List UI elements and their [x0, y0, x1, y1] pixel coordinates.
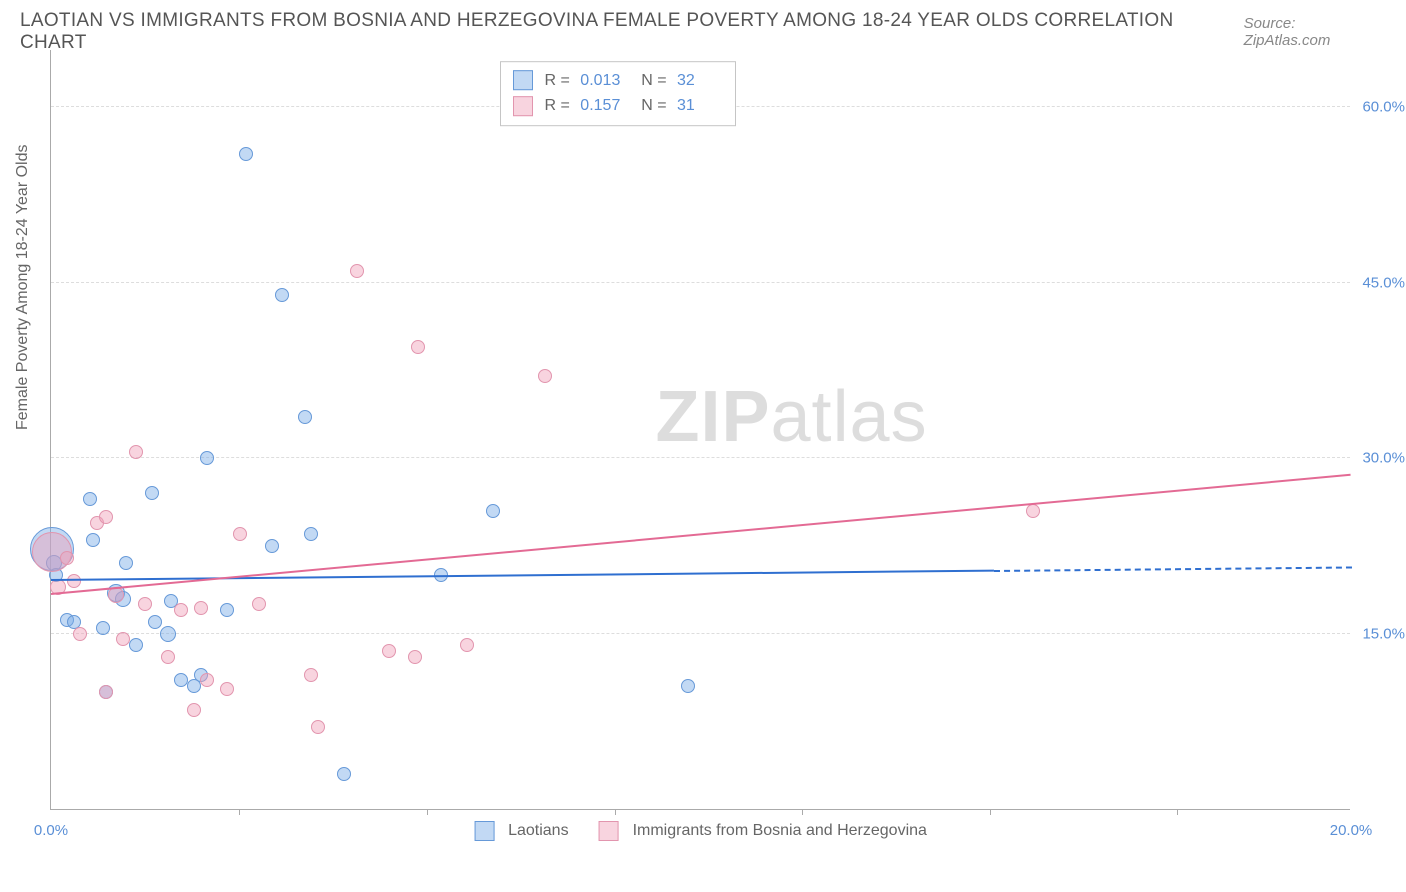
legend-swatch — [513, 96, 533, 116]
chart-source: Source: ZipAtlas.com — [1244, 15, 1386, 49]
xtick-label: 0.0% — [34, 822, 68, 839]
legend-swatch — [599, 821, 619, 841]
data-point — [382, 644, 396, 658]
data-point — [129, 445, 143, 459]
data-point — [145, 486, 159, 500]
gridline — [51, 282, 1350, 283]
data-point — [233, 527, 247, 541]
xtick-mark — [990, 809, 991, 815]
data-point — [83, 492, 97, 506]
data-point — [86, 533, 100, 547]
legend-swatch — [513, 71, 533, 91]
ytick-label: 30.0% — [1362, 450, 1405, 467]
legend-item: Immigrants from Bosnia and Herzegovina — [599, 821, 927, 841]
data-point — [67, 574, 81, 588]
legend-n-label: N = — [632, 93, 671, 119]
data-point — [252, 597, 266, 611]
ytick-label: 15.0% — [1362, 625, 1405, 642]
chart-title: LAOTIAN VS IMMIGRANTS FROM BOSNIA AND HE… — [20, 10, 1244, 54]
legend-series-label: Immigrants from Bosnia and Herzegovina — [633, 822, 927, 840]
data-point — [311, 720, 325, 734]
data-point — [304, 527, 318, 541]
data-point — [73, 627, 87, 641]
gridline — [51, 633, 1350, 634]
legend-swatch — [474, 821, 494, 841]
xtick-mark — [615, 809, 616, 815]
legend-r-value: 0.157 — [580, 93, 626, 119]
data-point — [160, 626, 176, 642]
legend-row: R = 0.013 N = 32 — [513, 68, 723, 94]
ytick-label: 60.0% — [1362, 99, 1405, 116]
xtick-mark — [239, 809, 240, 815]
data-point — [220, 603, 234, 617]
legend-n-label: N = — [632, 68, 671, 94]
watermark: ZIPatlas — [656, 376, 928, 458]
data-point — [304, 668, 318, 682]
correlation-legend: R = 0.013 N = 32R = 0.157 N = 31 — [500, 61, 736, 126]
data-point — [538, 369, 552, 383]
data-point — [116, 632, 130, 646]
data-point — [161, 650, 175, 664]
legend-item: Laotians — [474, 821, 569, 841]
data-point — [239, 147, 253, 161]
xtick-label: 20.0% — [1330, 822, 1373, 839]
data-point — [99, 510, 113, 524]
legend-row: R = 0.157 N = 31 — [513, 93, 723, 119]
data-point — [265, 539, 279, 553]
data-point — [275, 288, 289, 302]
gridline — [51, 457, 1350, 458]
y-axis-label: Female Poverty Among 18-24 Year Olds — [14, 145, 32, 431]
data-point — [298, 410, 312, 424]
trend-line — [993, 566, 1351, 572]
legend-r-label: R = — [545, 93, 575, 119]
data-point — [200, 673, 214, 687]
data-point — [681, 679, 695, 693]
data-point — [174, 673, 188, 687]
legend-n-value: 32 — [677, 68, 723, 94]
legend-n-value: 31 — [677, 93, 723, 119]
data-point — [119, 556, 133, 570]
data-point — [1026, 504, 1040, 518]
data-point — [99, 685, 113, 699]
data-point — [138, 597, 152, 611]
data-point — [200, 451, 214, 465]
legend-r-value: 0.013 — [580, 68, 626, 94]
data-point — [460, 638, 474, 652]
scatter-chart: 15.0%30.0%45.0%60.0%0.0%20.0%ZIPatlasR =… — [50, 50, 1350, 810]
data-point — [486, 504, 500, 518]
data-point — [129, 638, 143, 652]
data-point — [337, 767, 351, 781]
data-point — [96, 621, 110, 635]
xtick-mark — [802, 809, 803, 815]
data-point — [174, 603, 188, 617]
legend-r-label: R = — [545, 68, 575, 94]
data-point — [148, 615, 162, 629]
data-point — [350, 264, 364, 278]
legend-series-label: Laotians — [508, 822, 569, 840]
xtick-mark — [427, 809, 428, 815]
ytick-label: 45.0% — [1362, 274, 1405, 291]
series-legend: Laotians Immigrants from Bosnia and Herze… — [474, 821, 927, 841]
data-point — [194, 601, 208, 615]
xtick-mark — [1177, 809, 1178, 815]
data-point — [408, 650, 422, 664]
data-point — [411, 340, 425, 354]
data-point — [187, 703, 201, 717]
data-point — [220, 682, 234, 696]
data-point — [60, 551, 74, 565]
